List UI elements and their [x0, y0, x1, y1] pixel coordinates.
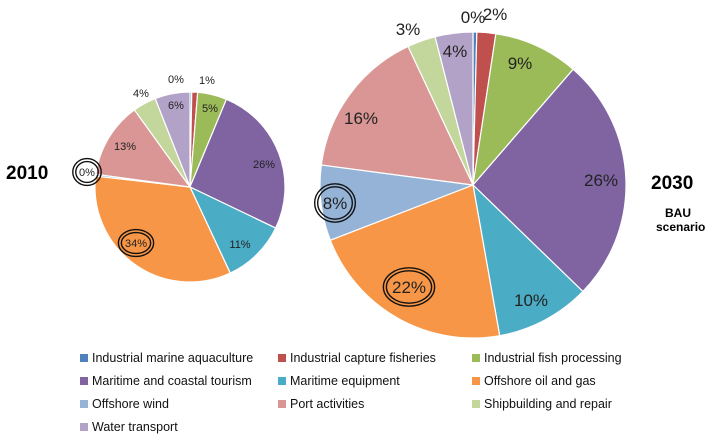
data-label-2010-industrial-fish-processing: 5%: [202, 103, 218, 115]
slice-2030-offshore-oil-and-gas: [329, 184, 501, 339]
data-label-2010-port-activities: 13%: [114, 141, 136, 153]
legend-label: Offshore oil and gas: [484, 374, 596, 388]
scenario-label-line1: BAU: [665, 206, 691, 220]
legend-swatch: [80, 354, 88, 362]
highlight-ring-outer-2030-offshore-wind: [313, 183, 357, 223]
data-label-2010-maritime-equipment: 11%: [229, 239, 250, 251]
legend-swatch: [278, 377, 286, 385]
legend-item-offshore-wind: Offshore wind: [80, 397, 169, 411]
data-label-2010-offshore-oil-and-gas: 34%: [125, 238, 147, 250]
legend-item-maritime-and-coastal-tourism: Maritime and coastal tourism: [80, 374, 252, 388]
highlight-ring-outer-2030-offshore-oil-and-gas: [382, 267, 436, 307]
legend-item-port-activities: Port activities: [278, 397, 364, 411]
highlight-ring-2010-offshore-oil-and-gas: [120, 231, 152, 255]
legend-swatch: [472, 354, 480, 362]
data-label-2030-maritime-equipment: 10%: [514, 291, 548, 310]
scenario-label: BAU scenario: [656, 206, 706, 234]
data-label-2010-shipbuilding-and-repair: 4%: [133, 88, 149, 100]
slice-2010-maritime-and-coastal-tourism: [189, 98, 286, 229]
highlight-ring-outer-2010-offshore-wind: [72, 157, 102, 187]
legend-item-shipbuilding-and-repair: Shipbuilding and repair: [472, 397, 612, 411]
legend-label: Port activities: [290, 397, 365, 411]
highlight-ring-2030-offshore-oil-and-gas: [385, 270, 433, 304]
legend-label: Industrial marine aquaculture: [92, 351, 254, 365]
legend-item-industrial-marine-aquaculture: Industrial marine aquaculture: [80, 351, 253, 365]
legend-item-offshore-oil-and-gas: Offshore oil and gas: [472, 374, 596, 388]
legend-label: Maritime equipment: [290, 374, 400, 388]
data-label-2010-industrial-marine-aquaculture: 0%: [168, 74, 184, 86]
data-label-2030-industrial-marine-aquaculture: 0%: [461, 8, 486, 27]
legend-label: Maritime and coastal tourism: [92, 374, 252, 388]
data-label-2030-shipbuilding-and-repair: 3%: [396, 20, 421, 39]
data-label-2030-maritime-and-coastal-tourism: 26%: [584, 171, 618, 190]
legend-item-industrial-capture-fisheries: Industrial capture fisheries: [278, 351, 436, 365]
scenario-label-line2: scenario: [656, 220, 706, 234]
legend-label: Shipbuilding and repair: [484, 397, 612, 411]
slice-2030-water-transport: [434, 31, 474, 186]
data-label-2010-maritime-and-coastal-tourism: 26%: [253, 159, 275, 171]
pie-2030: 0%2% 9% 26% 10% 22% 8% 16% 3% 4%: [313, 5, 627, 339]
pie-2010: 0% 1% 5% 26% 11% 34% 0% 13% 4% 6%: [72, 74, 286, 283]
data-label-2030-offshore-wind: 8%: [323, 194, 348, 213]
data-label-2010-industrial-capture-fisheries: 1%: [199, 75, 215, 87]
slice-2010-maritime-equipment: [188, 185, 277, 274]
slice-2030-port-activities: [320, 45, 475, 186]
highlight-ring-outer-2010-offshore-oil-and-gas: [117, 228, 155, 258]
legend-swatch: [80, 423, 88, 431]
legend-label: Industrial fish processing: [484, 351, 622, 365]
legend-label: Industrial capture fisheries: [290, 351, 436, 365]
legend-item-industrial-fish-processing: Industrial fish processing: [472, 351, 622, 365]
legend-item-water-transport: Water transport: [80, 420, 178, 434]
data-label-2010-offshore-wind: 0%: [79, 167, 95, 179]
legend-swatch: [278, 400, 286, 408]
slice-2030-industrial-fish-processing: [472, 33, 574, 187]
legend-swatch: [80, 400, 88, 408]
slice-2010-water-transport: [154, 91, 191, 188]
slice-2030-maritime-equipment: [472, 183, 584, 337]
legend-swatch: [472, 377, 480, 385]
data-label-2030-industrial-fish-processing: 9%: [508, 54, 533, 73]
highlight-ring-2030-offshore-wind: [316, 186, 354, 220]
legend-item-maritime-equipment: Maritime equipment: [278, 374, 400, 388]
data-label-2030-port-activities: 16%: [344, 109, 378, 128]
legend-label: Offshore wind: [92, 397, 169, 411]
legend-swatch: [80, 377, 88, 385]
slice-2010-port-activities: [95, 109, 192, 188]
data-label-2010-water-transport: 6%: [168, 100, 184, 112]
data-label-2030-offshore-oil-and-gas: 22%: [392, 278, 426, 297]
year-label-2010: 2010: [6, 163, 49, 184]
year-label-2030: 2030: [651, 173, 694, 194]
legend-label: Water transport: [92, 420, 178, 434]
legend-swatch: [472, 400, 480, 408]
highlight-ring-2010-offshore-wind: [75, 160, 99, 184]
data-label-2030-industrial-capture-fisheries: 2%: [483, 5, 508, 24]
slice-2030-maritime-and-coastal-tourism: [472, 68, 627, 293]
data-label-2030-water-transport: 4%: [443, 42, 468, 61]
legend-swatch: [278, 354, 286, 362]
